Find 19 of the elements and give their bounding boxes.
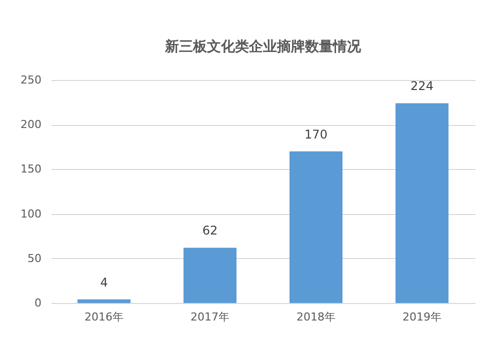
y-tick-label: 50 <box>28 252 42 265</box>
y-tick-label: 0 <box>34 296 42 310</box>
bar <box>290 151 342 303</box>
y-tick-label: 100 <box>20 207 42 220</box>
data-label: 224 <box>410 79 434 94</box>
bar <box>78 299 130 303</box>
data-label: 4 <box>100 275 108 290</box>
y-tick-label: 150 <box>20 162 42 176</box>
chart-title: 新三板文化类企业摘牌数量情况 <box>164 38 362 55</box>
x-tick-label: 2017年 <box>190 310 230 324</box>
y-tick-label: 200 <box>20 118 42 132</box>
x-tick-label: 2019年 <box>402 310 442 324</box>
bar <box>396 103 448 303</box>
data-label: 170 <box>304 127 328 142</box>
x-tick-label: 2016年 <box>84 310 124 324</box>
x-tick-label: 2018年 <box>296 310 336 324</box>
y-tick-label: 250 <box>20 74 42 86</box>
data-label: 62 <box>202 224 218 238</box>
bar <box>184 248 236 303</box>
